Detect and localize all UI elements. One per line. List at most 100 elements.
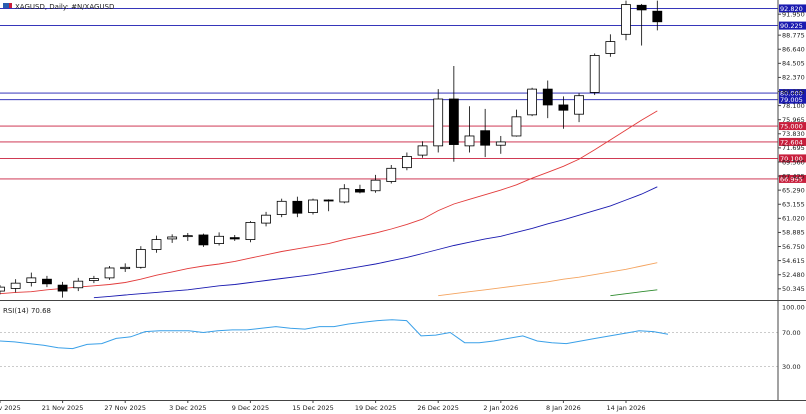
level-tag <box>779 137 806 146</box>
price-tick-label: 52.480 <box>782 271 805 279</box>
level-tag-label: 70.100 <box>780 155 803 163</box>
candle <box>401 152 412 171</box>
candle-bear-body <box>636 4 647 11</box>
candle <box>89 275 99 284</box>
candle-bear-body <box>198 234 209 246</box>
candle <box>26 272 37 287</box>
candle <box>511 109 522 137</box>
rsi-pane: 100.00 70.00 30.00 <box>0 303 805 371</box>
candle-bull-body <box>308 199 318 213</box>
candle <box>589 53 600 96</box>
candle <box>42 275 52 288</box>
level-tag-label: 66.995 <box>780 175 803 183</box>
price-tick-label: 84.505 <box>782 60 805 68</box>
price-tick-label: 61.020 <box>782 215 805 223</box>
candle-bear-body <box>480 130 491 146</box>
candle-bull-body <box>120 266 131 270</box>
level-tag-label: 79.005 <box>780 96 803 104</box>
ma-line-1 <box>0 110 658 295</box>
candle <box>417 141 428 158</box>
chart-title: XAGUSD, Daily: #N/XAGUSD <box>15 3 114 11</box>
candle-bull-body <box>574 95 584 115</box>
candle-bull-body <box>0 286 5 292</box>
price-tick-label: 58.885 <box>782 229 805 237</box>
candle <box>214 232 225 246</box>
price-tick-label: 86.640 <box>782 46 805 54</box>
price-tick-label: 71.695 <box>782 144 805 152</box>
candle <box>386 165 397 184</box>
candle-bull-body <box>527 88 537 116</box>
candle <box>0 285 5 295</box>
candle <box>464 106 475 153</box>
candle-bull-body <box>589 55 600 93</box>
price-tick-label: 73.830 <box>782 130 805 138</box>
date-tick-label: 9 Dec 2025 <box>232 404 269 412</box>
candle-bull-body <box>621 4 631 35</box>
candle <box>261 211 271 227</box>
candle-bull-body <box>401 156 412 169</box>
date-tick-label: 27 Nov 2025 <box>104 404 146 412</box>
candle <box>558 96 569 129</box>
price-tick-label: 91.950 <box>782 10 805 18</box>
candle <box>433 89 444 153</box>
candle <box>542 80 553 119</box>
candle-bull-body <box>605 41 616 54</box>
level-tag <box>779 4 806 13</box>
candle-bull-body <box>89 278 99 281</box>
candle-bull-body <box>151 239 162 250</box>
candle-bull-body <box>104 267 115 279</box>
candle-bear-body <box>542 88 553 106</box>
price-tick-label: 80.235 <box>782 88 805 96</box>
candle <box>276 198 287 218</box>
date-tick-label: 21 Nov 2025 <box>42 404 84 412</box>
price-tick-label: 82.370 <box>782 74 805 82</box>
date-tick-label: 8 Jan 2026 <box>546 404 581 412</box>
candle <box>198 233 209 247</box>
level-tag <box>779 21 806 30</box>
candle <box>10 279 21 293</box>
candle-bear-body <box>355 189 365 193</box>
rsi-label: RSI(14) 70.68 <box>3 307 51 315</box>
candle-bull-body <box>214 235 225 244</box>
ma-line-3 <box>438 262 658 297</box>
date-tick-label: 26 Dec 2025 <box>417 404 459 412</box>
candles <box>0 0 663 298</box>
price-tick-label: 88.775 <box>782 31 805 39</box>
candle-bear-body <box>229 237 240 240</box>
candle <box>182 232 193 241</box>
candle-bull-body <box>433 98 444 147</box>
price-tick-label: 75.965 <box>782 116 805 124</box>
chart-icon-accent <box>9 3 12 8</box>
date-tick-label: 2 Jan 2026 <box>483 404 518 412</box>
candle <box>339 184 350 204</box>
candle <box>308 198 318 215</box>
price-tick-label: 54.615 <box>782 257 805 265</box>
candle-bull-body <box>276 200 287 215</box>
candle <box>652 0 663 31</box>
candle <box>448 66 459 162</box>
date-tick-label: 15 Dec 2025 <box>292 404 334 412</box>
level-tag-label: 80.000 <box>780 89 803 97</box>
candle <box>167 234 178 243</box>
level-tag <box>779 154 806 163</box>
rsi-line <box>0 319 669 350</box>
candle-bull-body <box>135 249 146 268</box>
candle-bear-body <box>323 199 334 202</box>
price-tick-label: 63.155 <box>782 201 805 209</box>
candle <box>292 196 303 218</box>
level-tag <box>779 174 806 183</box>
candle <box>636 3 647 46</box>
candle <box>229 234 240 241</box>
candle-bull-body <box>511 116 522 137</box>
candle <box>495 135 506 154</box>
candle-bull-body <box>26 277 37 283</box>
candle <box>605 34 616 57</box>
candle-bull-body <box>370 179 381 192</box>
level-tag-label: 72.604 <box>780 138 803 146</box>
candle <box>73 277 84 292</box>
